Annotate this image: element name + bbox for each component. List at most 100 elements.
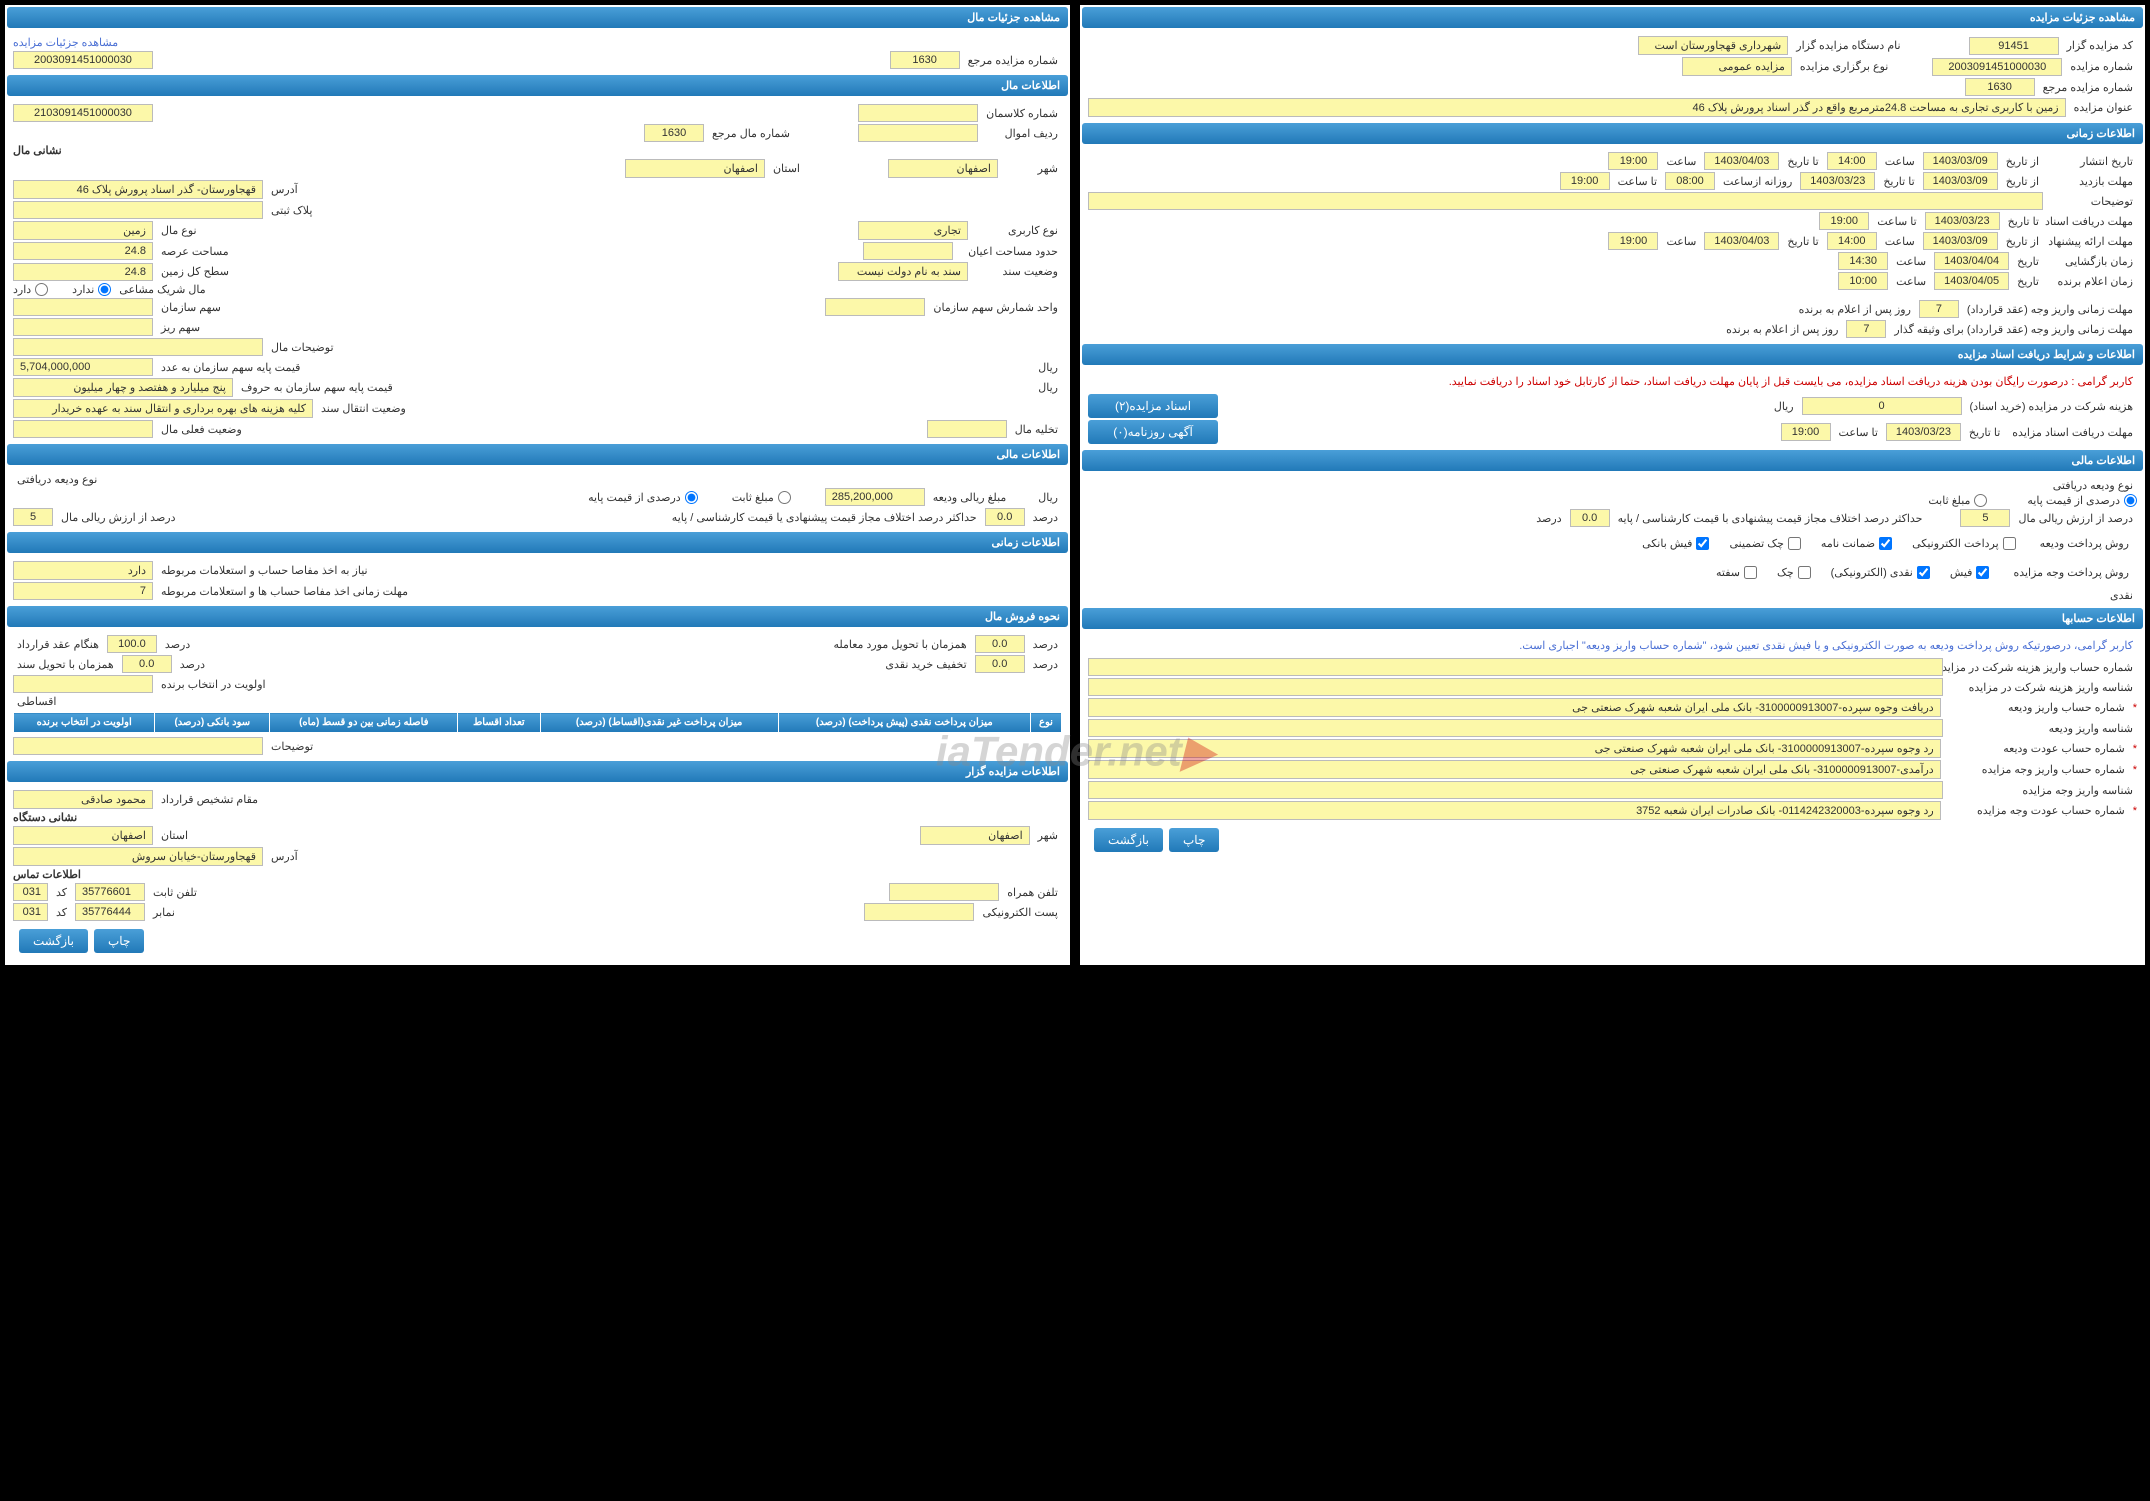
lbl-r2: شناسه واریز هزینه شرکت در مزایده: [1947, 681, 2137, 694]
val-priority: [13, 675, 153, 693]
header-docs-conditions: اطلاعات و شرایط دریافت اسناد مزایده: [1082, 344, 2143, 365]
btn-back-left[interactable]: بازگشت: [19, 929, 88, 953]
btn-print-left[interactable]: چاپ: [94, 929, 144, 953]
radio-fixed-left[interactable]: [778, 491, 791, 504]
val-city2: اصفهان: [920, 826, 1030, 845]
field-ref: 1630: [1965, 78, 2035, 96]
val-asset-desc: [13, 338, 263, 356]
field-num: 2003091451000030: [1932, 58, 2062, 76]
lbl-fixed-left: مبلغ ثابت: [732, 491, 774, 504]
radio-fixed[interactable]: [1974, 494, 1987, 507]
lbl-pct-3: درصد: [1029, 658, 1062, 671]
lbl-settle: نیاز به اخذ مفاصا حساب و استعلامات مربوط…: [157, 564, 372, 577]
lbl-subshare: سهم ریز: [157, 321, 204, 334]
val-deposit-time: 7: [1919, 300, 1959, 318]
val-tel: 35776601: [75, 883, 145, 901]
radio-percent[interactable]: [2124, 494, 2137, 507]
lbl-chk7: چک: [1777, 566, 1794, 579]
lbl-chk6: نقدی (الکترونیکی): [1831, 566, 1913, 579]
lbl-mobile: تلفن همراه: [1003, 886, 1062, 899]
th-interest: سود بانکی (درصد): [155, 713, 270, 733]
label-to2: تا تاریخ: [1879, 175, 1918, 188]
btn-print-right[interactable]: چاپ: [1169, 828, 1219, 852]
field-type: مزایده عمومی: [1682, 57, 1792, 76]
val-ref-left: 1630: [890, 51, 960, 69]
lbl-r6: شماره حساب واریز وجه مزایده: [1945, 763, 2129, 776]
label-docs-deadline: مهلت دریافت اسناد مزایده: [2008, 426, 2137, 439]
lbl-chk8: سفته: [1716, 566, 1740, 579]
val-base-price-text: پنج میلیارد و هفتصد و چهار میلیون: [13, 378, 233, 397]
val-r4: [1088, 719, 1943, 737]
val-publish-from-d: 1403/03/09: [1923, 152, 1998, 170]
val-offer-to-d: 1403/04/03: [1704, 232, 1779, 250]
lbl-desc-left: توضیحات: [267, 740, 317, 753]
label-to4: تا تاریخ: [1783, 235, 1822, 248]
btn-back-right[interactable]: بازگشت: [1094, 828, 1163, 852]
val-maxdiff-left: 0.0: [985, 508, 1025, 526]
label-publish: تاریخ انتشار: [2047, 155, 2137, 168]
val-evac: [927, 420, 1007, 438]
lbl-org-addr-title: نشانی دستگاه: [13, 811, 77, 824]
link-view-auction[interactable]: مشاهده جزئیات مزایده: [13, 36, 118, 49]
notice-docs: کاربر گرامی : درصورت رایگان بودن هزینه د…: [1088, 371, 2137, 392]
label-pay-method: روش پرداخت ودیعه: [2036, 537, 2133, 550]
label-open: زمان بازگشایی: [2047, 255, 2137, 268]
val-org-share: [13, 298, 153, 316]
label-max-diff: حداکثر درصد اختلاف مجاز قیمت پیشنهادی با…: [1614, 512, 1927, 525]
header-financial: اطلاعات مالی: [1082, 450, 2143, 471]
label-docs: مهلت دریافت اسناد: [2047, 215, 2137, 228]
radio-no-share[interactable]: [98, 283, 111, 296]
chk-check[interactable]: [1798, 566, 1811, 579]
val-announce-t: 10:00: [1838, 272, 1888, 290]
lbl-type-mal: نوع مال: [157, 224, 201, 237]
label-rial: ریال: [1770, 400, 1798, 413]
val-address2: قهجاورستان-خیابان سروش: [13, 847, 263, 866]
btn-newspaper-ad[interactable]: آگهی روزنامه(۰): [1088, 420, 1218, 444]
val-on-deal: 0.0: [975, 635, 1025, 653]
val-docs-deadline-d: 1403/03/23: [1886, 423, 1961, 441]
lbl-chk4: فیش بانکی: [1642, 537, 1692, 550]
val-land: 24.8: [13, 263, 153, 281]
val-publish-to-d: 1403/04/03: [1704, 152, 1779, 170]
btn-auction-docs[interactable]: اسناد مزایده(۲): [1088, 394, 1218, 418]
val-r5: رد وجوه سپرده-3100000913007- بانک ملی ای…: [1088, 739, 1941, 758]
label-ref: شماره مزایده مرجع: [2039, 81, 2137, 94]
lbl-r5: شماره حساب عودت ودیعه: [1945, 742, 2129, 755]
val-open-d: 1403/04/04: [1934, 252, 2009, 270]
val-cost: 0: [1802, 397, 1962, 415]
label-org: نام دستگاه مزایده گزار: [1792, 39, 1904, 52]
val-current-status: [13, 420, 153, 438]
val-email: [864, 903, 974, 921]
chk-guarantee[interactable]: [1879, 537, 1892, 550]
val-offer-to-t: 19:00: [1608, 232, 1658, 250]
chk-safteh[interactable]: [1744, 566, 1757, 579]
val-asset-num: 2103091451000030: [13, 104, 153, 122]
label-subject: عنوان مزایده: [2070, 101, 2137, 114]
notice-accounts: کاربر گرامی، درصورتیکه روش پرداخت ودیعه …: [1088, 635, 2137, 656]
radio-percent-left[interactable]: [685, 491, 698, 504]
label-time: ساعت: [1881, 155, 1919, 168]
val-address: قهجاورستان- گذر اسناد پرورش پلاک 46: [13, 180, 263, 199]
lbl-chk2: ضمانت نامه: [1821, 537, 1875, 550]
radio-yes-share[interactable]: [35, 283, 48, 296]
field-code: 91451: [1969, 37, 2059, 55]
chk-cash-elec[interactable]: [1917, 566, 1930, 579]
label-date: تاریخ: [2013, 255, 2043, 268]
header-accounts: اطلاعات حسابها: [1082, 608, 2143, 629]
lbl-address: آدرس: [267, 183, 302, 196]
val-dep-amount: 285,200,000: [825, 488, 925, 506]
lbl-no: ندارد: [72, 283, 94, 296]
label-after-announce2: روز پس از اعلام به برنده: [1722, 323, 1842, 336]
lbl-current-status: وضعیت فعلی مال: [157, 423, 246, 436]
chk-electronic[interactable]: [2003, 537, 2016, 550]
val-r8: رد وجوه سپرده-0114242320003- بانک صادرات…: [1088, 801, 1941, 820]
label-percent: درصدی از قیمت پایه: [2027, 494, 2120, 507]
val-r3: دریافت وجوه سپرده-3100000913007- بانک مل…: [1088, 698, 1941, 717]
chk-certified[interactable]: [1788, 537, 1801, 550]
label-time2: ساعت: [1662, 155, 1700, 168]
chk-fish[interactable]: [1976, 566, 1989, 579]
chk-bankslip[interactable]: [1696, 537, 1709, 550]
label-percent-unit: درصد: [1532, 512, 1565, 525]
val-use: تجاری: [858, 221, 968, 240]
lbl-row: ردیف اموال: [982, 127, 1062, 140]
